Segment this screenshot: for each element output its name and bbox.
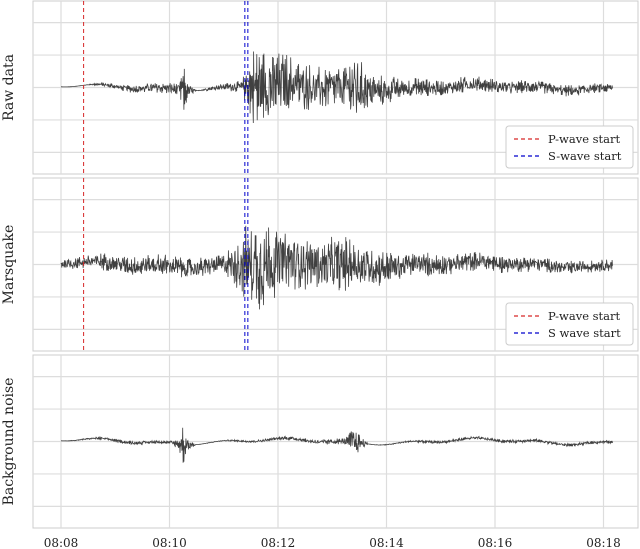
legend: P-wave start S-wave start <box>505 125 634 169</box>
legend-box <box>505 125 634 169</box>
legend-label: S-wave start <box>548 149 622 163</box>
panel-1: P-wave start S-wave start Raw data <box>1 0 639 175</box>
legend-box <box>505 302 634 346</box>
waveform-series <box>61 427 613 463</box>
y-axis-label: Marsquake <box>1 225 17 305</box>
y-axis-label: Raw data <box>1 54 17 121</box>
x-tick-labels: 08:08 08:10 08:12 08:14 08:16 08:18 <box>44 536 621 549</box>
x-tick-label: 08:08 <box>44 536 79 549</box>
x-tick-label: 08:10 <box>152 536 187 549</box>
legend-label: P-wave start <box>548 309 621 323</box>
x-tick-label: 08:16 <box>478 536 513 549</box>
x-tick-label: 08:14 <box>369 536 404 549</box>
panel-3: Background noise <box>1 354 639 529</box>
x-tick-label: 08:18 <box>586 536 621 549</box>
y-axis-label: Background noise <box>1 378 17 506</box>
legend-label: P-wave start <box>548 132 621 146</box>
waveform-series <box>61 51 613 124</box>
waveform-series <box>60 225 613 310</box>
legend: P-wave start S wave start <box>505 302 634 346</box>
panel-2: P-wave start S wave start Marsquake <box>1 177 639 352</box>
x-tick-label: 08:12 <box>261 536 296 549</box>
legend-label: S wave start <box>548 326 621 340</box>
